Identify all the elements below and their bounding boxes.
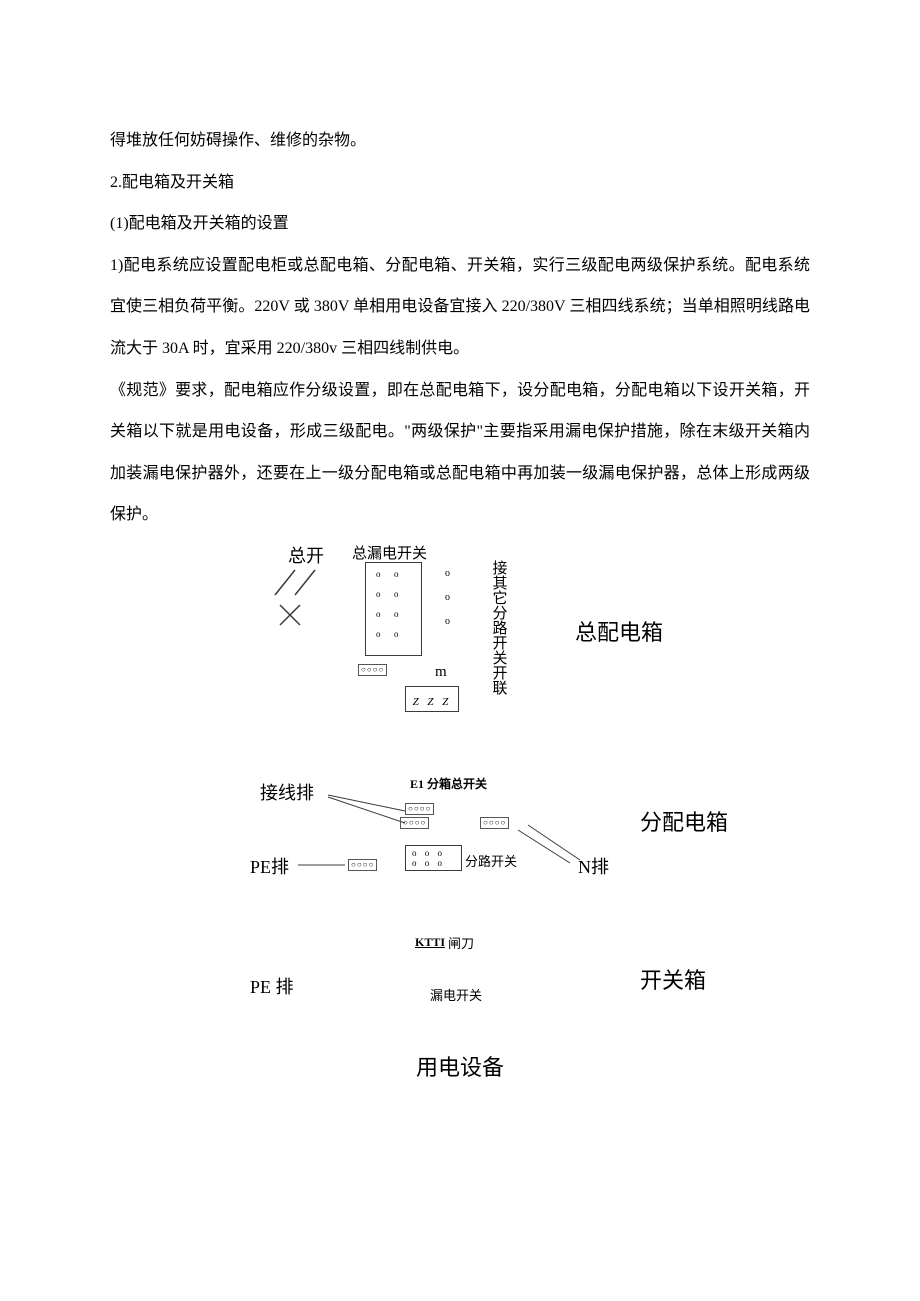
paragraph-1: 得堆放任何妨碍操作、维修的杂物。 [110,120,810,162]
label-jiexian: 接线排 [260,779,314,805]
dot-r3: o [445,616,450,627]
label-e1: E1 分箱总开关 [410,775,487,792]
paragraph-3: (1)配电箱及开关箱的设置 [110,203,810,245]
paragraph-2: 2.配电箱及开关箱 [110,162,810,204]
sb2a: ○○○○ [405,803,434,815]
label-main-box: 总配电箱 [575,615,663,647]
diagram-block-sub-box: 接线排 E1 分箱总开关 ○○○○ ○○○○ ○○○○ o o o o o o … [220,775,740,895]
switch-rect: o o o o o o o o [365,562,422,656]
diagram-block-switch-box: KTTI 闸刀 PE 排 漏电开关 开关箱 [220,935,740,1025]
paragraph-5: 《规范》要求，配电箱应作分级设置，即在总配电箱下，设分配电箱，分配电箱以下设开关… [110,370,810,536]
document-page: 得堆放任何妨碍操作、维修的杂物。 2.配电箱及开关箱 (1)配电箱及开关箱的设置… [0,0,920,1180]
label-device: 用电设备 [110,1050,810,1082]
diagram-block-main-box: 总开 总漏电开关 o o o o o o o o o o o ○○○○ m Z … [240,540,700,730]
label-fenlu: 分路开关 [465,851,517,870]
sb2b: ○○○○ [400,817,429,829]
m-glyph: m [435,664,447,681]
sb2c: ○○○○ [480,817,509,829]
label-zongloudian: 总漏电开关 [352,542,427,563]
label-n: N排 [578,853,609,879]
label-zhadao: 闸刀 [448,933,474,952]
label-ktti: KTTI [415,935,445,950]
smallbox-1: ○○○○ [358,664,387,676]
label-pe: PE排 [250,853,289,879]
zzz-box: Z Z Z [405,686,459,712]
label-loudian: 漏电开关 [430,985,482,1004]
label-sub-box: 分配电箱 [640,805,728,837]
label-pe2: PE 排 [250,973,294,999]
paragraph-4: 1)配电系统应设置配电柜或总配电箱、分配电箱、开关箱，实行三级配电两级保护系统。… [110,245,810,370]
fenlu-box: o o o o o o [405,845,462,871]
dot-r1: o [445,568,450,579]
label-switch-box: 开关箱 [640,963,706,995]
dot-r2: o [445,592,450,603]
electrical-diagram: 总开 总漏电开关 o o o o o o o o o o o ○○○○ m Z … [110,540,810,1120]
vlabel-right: 接其它分路开关开联 [490,560,507,695]
label-zongkai: 总开 [288,542,324,568]
diagram-block-device: 用电设备 [110,1050,810,1082]
sb2d: ○○○○ [348,859,377,871]
